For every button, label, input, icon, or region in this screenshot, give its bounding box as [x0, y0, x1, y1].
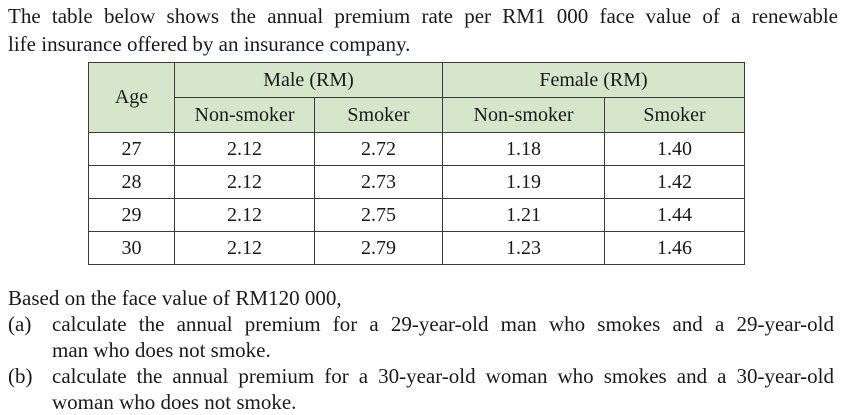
part-text: calculate the annual premium for a 29-ye… [52, 311, 834, 363]
question-part-a: (a) calculate the annual premium for a 2… [8, 311, 834, 363]
table-cell: 1.40 [604, 132, 745, 166]
part-text-line-1: calculate the annual premium for a 30-ye… [52, 364, 834, 388]
table-cell: 1.23 [442, 231, 605, 265]
table-cell: 1.19 [442, 165, 605, 199]
table-row: 30 2.12 2.79 1.23 1.46 [88, 231, 745, 265]
intro-line-1: The table below shows the annual premium… [8, 4, 838, 28]
age-cell: 30 [88, 231, 175, 265]
question-block: Based on the face value of RM120 000, (a… [8, 285, 834, 415]
table-cell: 1.18 [442, 132, 605, 166]
table-cell: 2.73 [314, 165, 443, 199]
header-female-smoker: Smoker [604, 97, 745, 133]
part-text-line-2: woman who does not smoke. [52, 390, 297, 414]
age-cell: 28 [88, 165, 175, 199]
premium-rate-table: Age Male (RM) Female (RM) Non-smoker Smo… [88, 62, 745, 265]
table-row: 28 2.12 2.73 1.19 1.42 [88, 165, 745, 199]
part-label: (a) [8, 312, 32, 336]
question-lead: Based on the face value of RM120 000, [8, 286, 342, 310]
header-female-non-smoker: Non-smoker [442, 97, 605, 133]
table-cell: 2.79 [314, 231, 443, 265]
header-age: Age [88, 62, 175, 133]
intro-paragraph: The table below shows the annual premium… [8, 2, 838, 58]
table-cell: 2.12 [174, 198, 315, 232]
header-male-smoker: Smoker [314, 97, 443, 133]
part-label: (b) [8, 364, 33, 388]
age-cell: 27 [88, 132, 175, 166]
header-male-group: Male (RM) [174, 62, 443, 98]
part-text: calculate the annual premium for a 30-ye… [52, 363, 834, 415]
table-cell: 2.12 [174, 132, 315, 166]
part-text-line-2: man who does not smoke. [52, 338, 271, 362]
table-cell: 2.72 [314, 132, 443, 166]
table-cell: 2.12 [174, 231, 315, 265]
table-cell: 1.46 [604, 231, 745, 265]
header-female-group: Female (RM) [442, 62, 745, 98]
intro-line-2: life insurance offered by an insurance c… [8, 32, 411, 56]
table-row: 27 2.12 2.72 1.18 1.40 [88, 132, 745, 166]
table-cell: 1.42 [604, 165, 745, 199]
table-cell: 1.21 [442, 198, 605, 232]
table-cell: 2.75 [314, 198, 443, 232]
table-row: 29 2.12 2.75 1.21 1.44 [88, 198, 745, 232]
header-male-non-smoker: Non-smoker [174, 97, 315, 133]
table-cell: 1.44 [604, 198, 745, 232]
part-text-line-1: calculate the annual premium for a 29-ye… [52, 312, 834, 336]
question-part-b: (b) calculate the annual premium for a 3… [8, 363, 834, 415]
age-cell: 29 [88, 198, 175, 232]
table-cell: 2.12 [174, 165, 315, 199]
